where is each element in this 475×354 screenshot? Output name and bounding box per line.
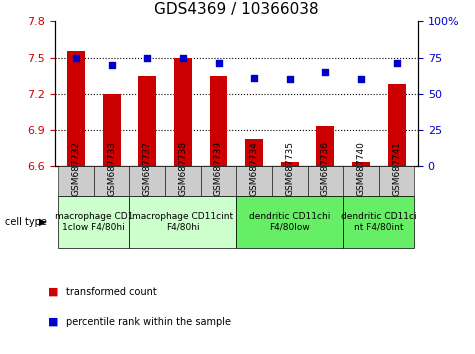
Bar: [388, 84, 406, 166]
Text: GSM687736: GSM687736: [321, 141, 330, 196]
Text: GSM687738: GSM687738: [179, 141, 187, 196]
Point: [286, 76, 294, 82]
Text: transformed count: transformed count: [66, 287, 157, 297]
Bar: [174, 57, 192, 166]
Text: percentile rank within the sample: percentile rank within the sample: [66, 317, 231, 327]
Bar: [103, 94, 121, 166]
Point: [179, 55, 187, 60]
Text: ■: ■: [48, 317, 58, 327]
Bar: [281, 161, 299, 166]
Text: ■: ■: [48, 287, 58, 297]
Point: [357, 76, 365, 82]
Point: [215, 61, 222, 66]
Point: [250, 75, 258, 81]
Text: ▶: ▶: [39, 217, 47, 227]
Text: macrophage CD1
1clow F4/80hi: macrophage CD1 1clow F4/80hi: [55, 212, 133, 232]
Bar: [138, 76, 156, 166]
Title: GDS4369 / 10366038: GDS4369 / 10366038: [154, 2, 319, 17]
Text: GSM687735: GSM687735: [285, 141, 294, 196]
Point: [143, 55, 151, 60]
Text: dendritic CD11chi
F4/80low: dendritic CD11chi F4/80low: [249, 212, 331, 232]
Text: GSM687732: GSM687732: [72, 141, 80, 196]
Bar: [245, 138, 263, 166]
Text: GSM687741: GSM687741: [392, 141, 401, 196]
Point: [393, 61, 400, 66]
Text: GSM687740: GSM687740: [357, 141, 365, 196]
Text: macrophage CD11cint
F4/80hi: macrophage CD11cint F4/80hi: [133, 212, 233, 232]
Bar: [209, 76, 228, 166]
Point: [108, 62, 115, 68]
Text: GSM687737: GSM687737: [143, 141, 152, 196]
Text: GSM687739: GSM687739: [214, 141, 223, 196]
Point: [322, 69, 329, 75]
Bar: [352, 161, 370, 166]
Text: GSM687733: GSM687733: [107, 141, 116, 196]
Text: cell type: cell type: [5, 217, 47, 227]
Bar: [67, 51, 85, 166]
Bar: [316, 126, 334, 166]
Text: GSM687734: GSM687734: [250, 141, 258, 196]
Point: [72, 55, 80, 60]
Text: dendritic CD11ci
nt F4/80int: dendritic CD11ci nt F4/80int: [341, 212, 417, 232]
